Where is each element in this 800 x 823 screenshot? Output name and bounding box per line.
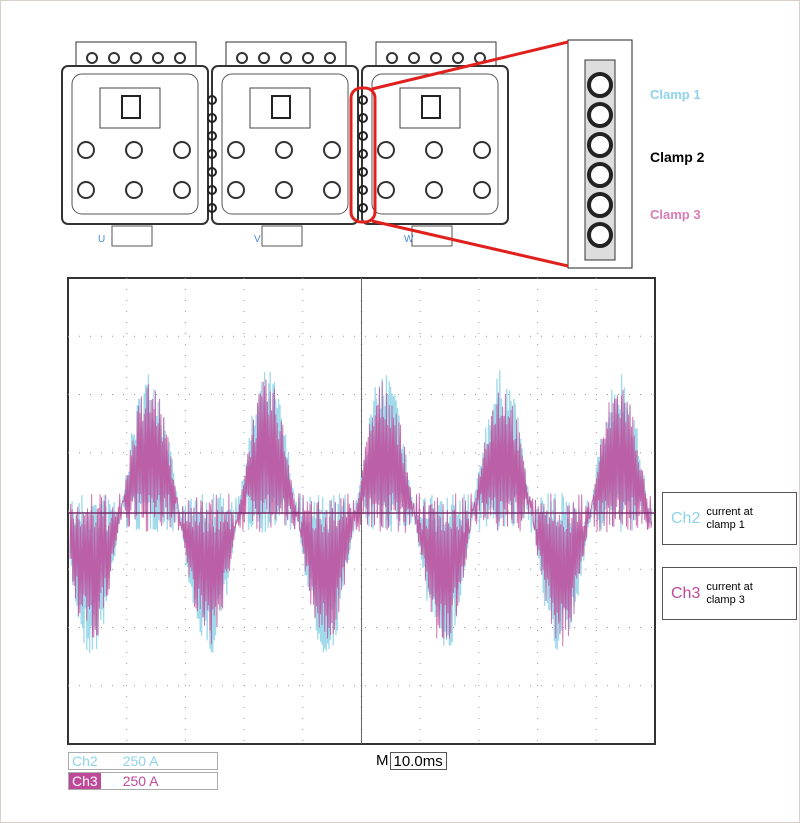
chip (122, 96, 140, 118)
legend-channel: Ch3 (671, 585, 700, 603)
clamp-label: Clamp 2 (650, 149, 704, 165)
zoom-bolt (589, 134, 611, 156)
channel-scale: Ch3 250 A (68, 772, 218, 790)
legend-item: Ch3 current at clamp 3 (662, 567, 797, 620)
phase-label: U (98, 234, 105, 245)
zoom-bolt (589, 194, 611, 216)
phase-label: W (404, 234, 413, 245)
zoom-bolt (589, 224, 611, 246)
module (362, 66, 508, 224)
zoom-line (372, 221, 568, 266)
page: Clamp 1 Clamp 2 Clamp 3 U V W Ch2 curren… (0, 0, 800, 823)
timebase: M 10.0ms (376, 752, 447, 770)
zoom-detail (585, 60, 615, 260)
legend-item: Ch2 current at clamp 1 (662, 492, 797, 545)
clamp-label: Clamp 3 (650, 207, 701, 222)
figure (0, 0, 800, 823)
channel-value: 250 A (123, 753, 159, 769)
zoom-bolt (589, 164, 611, 186)
legend-description: current at clamp 1 (706, 506, 778, 532)
zoom-bolt (589, 74, 611, 96)
foot (112, 226, 152, 246)
module (62, 66, 208, 224)
module (212, 66, 358, 224)
clamp-label: Clamp 1 (650, 87, 701, 102)
chip (422, 96, 440, 118)
timebase-value: 10.0ms (390, 752, 447, 770)
legend-description: current at clamp 3 (706, 581, 778, 607)
foot (262, 226, 302, 246)
timebase-label: M (376, 752, 389, 770)
channel-name: Ch3 (69, 773, 101, 789)
channel-scale: Ch2 250 A (68, 752, 218, 770)
legend-channel: Ch2 (671, 510, 700, 528)
phase-label: V (254, 234, 261, 245)
zoom-bolt (589, 104, 611, 126)
channel-name: Ch2 (69, 753, 101, 769)
channel-value: 250 A (123, 773, 159, 789)
chip (272, 96, 290, 118)
